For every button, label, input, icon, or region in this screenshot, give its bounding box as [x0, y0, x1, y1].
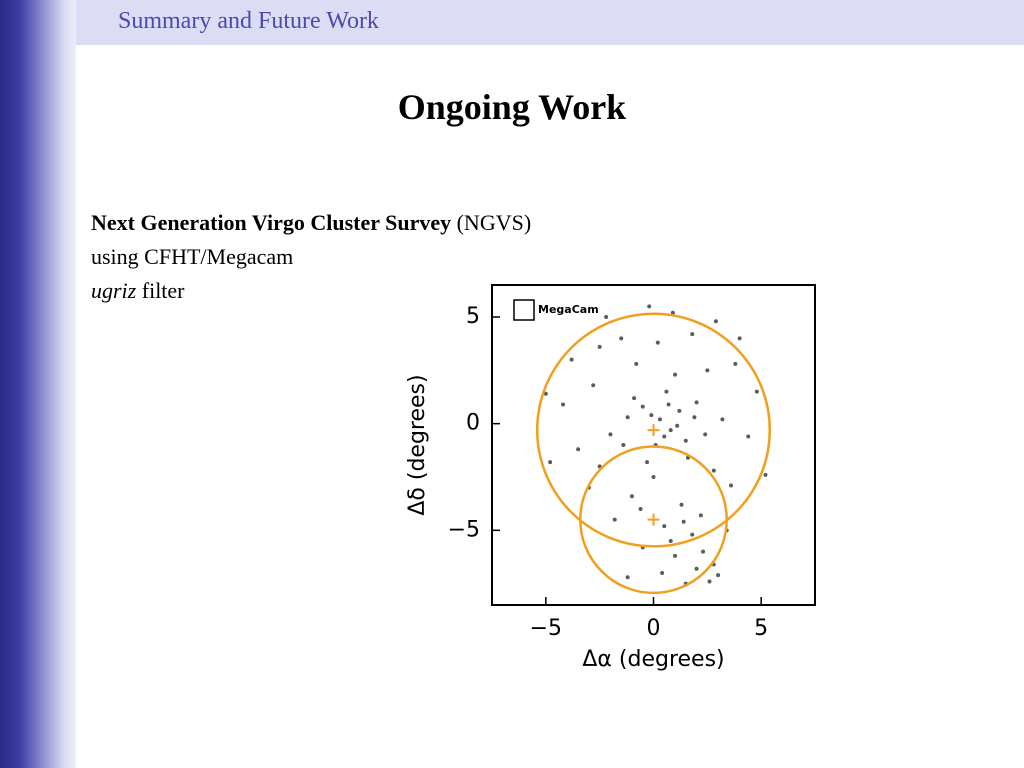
scatter-point — [690, 332, 695, 337]
scatter-point — [666, 402, 671, 407]
scatter-point — [733, 361, 738, 366]
scatter-point — [701, 549, 706, 554]
scatter-point — [640, 404, 645, 409]
scatter-point — [625, 415, 630, 420]
scatter-point — [619, 336, 624, 341]
scatter-point — [675, 423, 680, 428]
side-bar — [0, 0, 76, 768]
scatter-point — [608, 432, 613, 437]
scatter-point — [668, 428, 673, 433]
x-axis-label: Δα (degrees) — [582, 647, 724, 672]
text-run: using CFHT/Megacam — [91, 244, 294, 269]
scatter-point — [645, 460, 650, 465]
scatter-point — [690, 532, 695, 537]
legend-label: MegaCam — [538, 303, 599, 316]
survey-circle — [579, 445, 728, 595]
scatter-point — [664, 389, 669, 394]
scatter-point — [720, 417, 725, 422]
scatter-point — [597, 344, 602, 349]
scatter-point — [604, 315, 609, 319]
scatter-point — [737, 336, 742, 341]
scatter-point — [677, 408, 682, 413]
scatter-point — [612, 517, 617, 522]
scatter-point — [651, 475, 656, 479]
text-run: filter — [136, 278, 185, 303]
scatter-point — [591, 383, 596, 388]
header-band — [76, 0, 1024, 45]
body-line: using CFHT/Megacam — [91, 244, 293, 270]
body-line: Next Generation Virgo Cluster Survey (NG… — [91, 210, 531, 236]
scatter-point — [754, 389, 759, 394]
scatter-point — [705, 368, 710, 373]
survey-circle — [535, 312, 772, 548]
scatter-point — [670, 310, 675, 315]
scatter-point — [569, 357, 574, 362]
scatter-point — [657, 417, 662, 422]
scatter-point — [698, 513, 703, 518]
scatter-point — [679, 502, 684, 507]
scatter-point — [625, 575, 630, 580]
legend-box — [513, 299, 535, 321]
scatter-point — [576, 447, 581, 452]
scatter-point — [694, 400, 699, 405]
scatter-point — [662, 524, 667, 529]
scatter-point — [638, 507, 643, 511]
scatter-point — [673, 372, 678, 377]
scatter-point — [711, 468, 716, 473]
scatter-point — [692, 415, 697, 420]
plot-frame — [491, 284, 816, 606]
scatter-point — [707, 579, 712, 584]
slide-title: Ongoing Work — [397, 87, 627, 127]
y-tick-label: −5 — [448, 517, 480, 542]
center-marker — [647, 424, 660, 437]
text-run: ugriz — [91, 278, 137, 303]
x-tick-label: −5 — [530, 616, 562, 641]
text-run: Next Generation Virgo Cluster Survey — [91, 210, 452, 235]
scatter-point — [543, 391, 548, 396]
scatter-point — [668, 539, 673, 543]
scatter-point — [655, 340, 660, 345]
scatter-point — [694, 566, 699, 571]
scatter-point — [716, 573, 721, 578]
scatter-point — [673, 553, 678, 558]
section-title: Summary and Future Work — [118, 8, 379, 34]
scatter-point — [729, 483, 734, 488]
scatter-point — [561, 402, 566, 407]
y-tick-label: 5 — [466, 304, 480, 329]
scatter-point — [713, 319, 718, 324]
scatter-point — [632, 396, 637, 401]
scatter-point — [649, 413, 654, 418]
scatter-point — [681, 519, 686, 524]
scatter-point — [683, 438, 688, 443]
scatter-point — [746, 434, 751, 439]
scatter-point — [647, 304, 652, 309]
scatter-point — [662, 434, 667, 439]
text-run: (NGVS) — [451, 210, 532, 235]
scatter-point — [660, 571, 665, 575]
scatter-point — [629, 494, 634, 499]
scatter-point — [703, 432, 708, 437]
scatter-point — [621, 443, 626, 447]
scatter-point — [548, 460, 553, 465]
y-tick-label: 0 — [466, 411, 480, 436]
x-tick-label: 0 — [647, 616, 661, 641]
center-marker — [647, 513, 660, 526]
scatter-point — [763, 472, 768, 477]
y-axis-label: Δδ (degrees) — [405, 374, 430, 515]
x-tick-label: 5 — [754, 616, 768, 641]
body-line: ugriz filter — [91, 278, 185, 304]
scatter-point — [634, 361, 639, 366]
